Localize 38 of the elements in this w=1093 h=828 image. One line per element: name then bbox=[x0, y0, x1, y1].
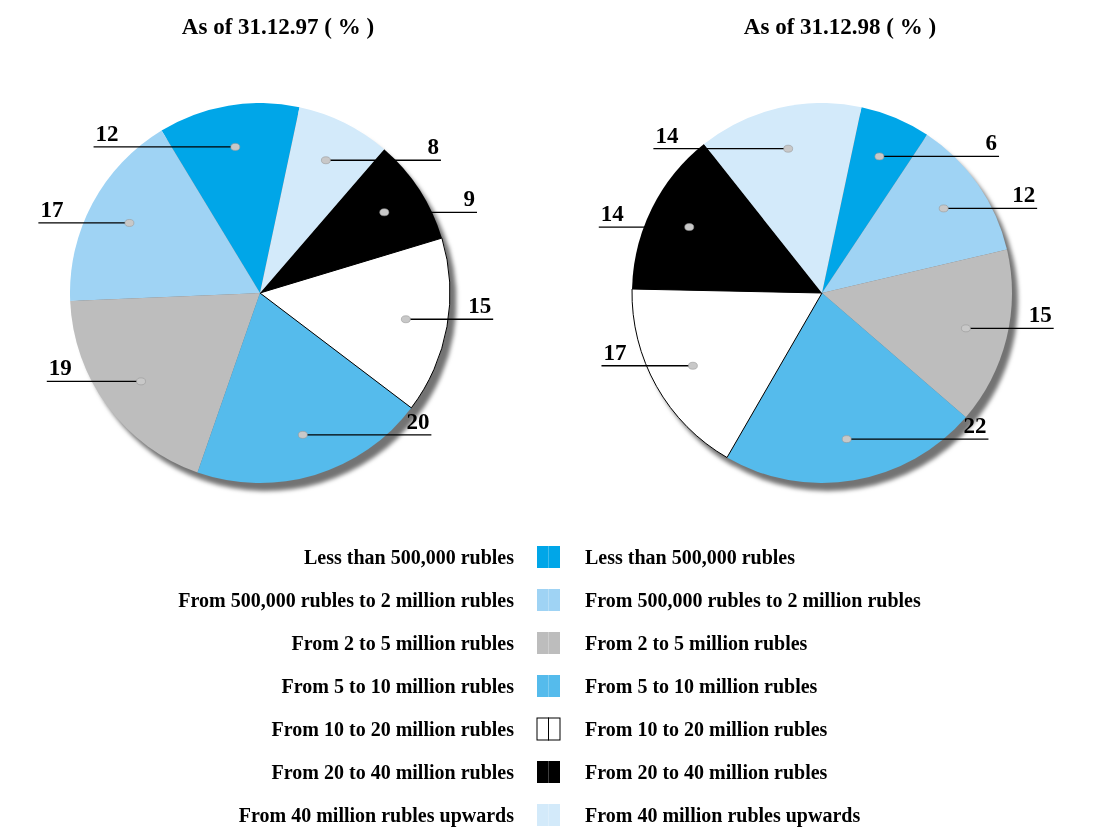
legend-label: From 500,000 rubles to 2 million rubles bbox=[178, 589, 515, 611]
legend-label: From 20 to 40 million rubles bbox=[271, 761, 515, 783]
pie-slice bbox=[70, 293, 260, 473]
data-label: 12 bbox=[1012, 182, 1036, 208]
data-label: 12 bbox=[95, 120, 119, 146]
legend-label: From 10 to 20 million rubles bbox=[585, 718, 828, 740]
pie-slice bbox=[822, 107, 928, 293]
data-label: 9 bbox=[463, 186, 475, 212]
legend-label: From 40 million rubles upwards bbox=[585, 804, 861, 827]
pie-slice bbox=[727, 293, 966, 483]
data-label: 20 bbox=[406, 408, 430, 434]
legend-label: Less than 500,000 rubles bbox=[303, 546, 515, 568]
legend-label: From 5 to 10 million rubles bbox=[585, 675, 818, 697]
chart-title: As of 31.12.98 ( % ) bbox=[743, 14, 937, 39]
legend-label: From 10 to 20 million rubles bbox=[271, 718, 515, 740]
pie-slice bbox=[822, 249, 1012, 418]
chart-title: As of 31.12.97 ( % ) bbox=[181, 14, 375, 39]
legend-label: From 40 million rubles upwards bbox=[238, 804, 515, 827]
data-label: 15 bbox=[1028, 302, 1052, 328]
legend-label: From 2 to 5 million rubles bbox=[291, 632, 515, 654]
data-label: 15 bbox=[468, 293, 492, 319]
data-label: 14 bbox=[600, 201, 625, 227]
pie-slice bbox=[703, 103, 862, 293]
legend-label: Less than 500,000 rubles bbox=[585, 546, 796, 568]
pie-slice bbox=[260, 107, 385, 293]
legend-label: From 2 to 5 million rubles bbox=[585, 632, 808, 654]
data-label: 17 bbox=[40, 196, 64, 222]
data-label: 22 bbox=[963, 413, 987, 439]
data-label: 8 bbox=[427, 134, 439, 160]
data-label: 14 bbox=[655, 122, 679, 148]
data-label: 19 bbox=[48, 355, 72, 381]
pie-slice bbox=[822, 134, 1007, 293]
legend-label: From 20 to 40 million rubles bbox=[585, 761, 828, 783]
data-label: 17 bbox=[603, 339, 627, 365]
legend-label: From 5 to 10 million rubles bbox=[281, 675, 515, 697]
data-label: 6 bbox=[985, 130, 998, 156]
legend-label: From 500,000 rubles to 2 million rubles bbox=[585, 589, 921, 611]
pie-slice bbox=[161, 103, 300, 293]
